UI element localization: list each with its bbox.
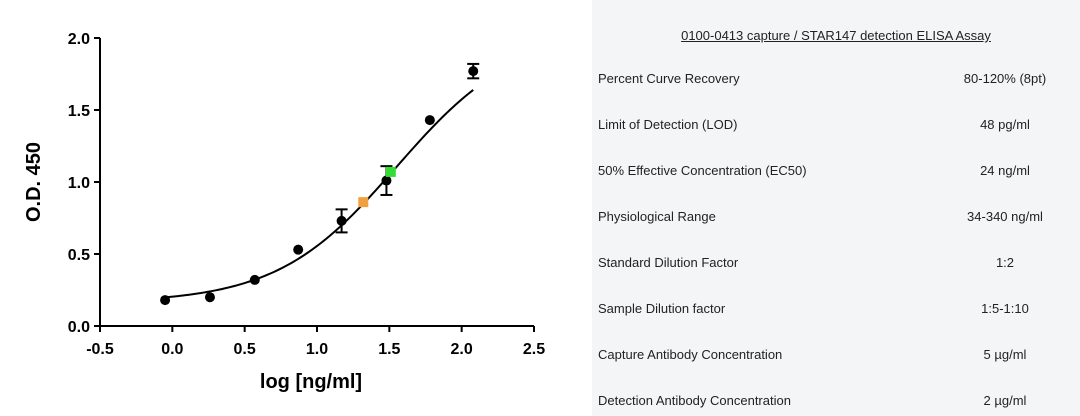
sample-point	[385, 166, 396, 177]
table-row: Capture Antibody Concentration 5 µg/ml	[592, 347, 1080, 367]
row-label: 50% Effective Concentration (EC50)	[598, 163, 807, 178]
row-value: 34-340 ng/ml	[967, 209, 1043, 224]
fitted-curve	[165, 89, 474, 299]
data-point	[249, 274, 260, 285]
chart-panel: 0.0 0.5 1.0 1.5 2.0 -0.5 0.0 0.5 1.0 1.5 2.0 2.5 log…	[23, 31, 545, 393]
y-tick-label: 1.0	[68, 175, 90, 192]
table-row: Detection Antibody Concentration 2 µg/ml	[592, 393, 1080, 413]
table-row: Standard Dilution Factor 1:2	[592, 255, 1080, 275]
row-value: 5 µg/ml	[983, 347, 1027, 362]
row-value: 80-120% (8pt)	[963, 71, 1047, 86]
data-point	[204, 292, 215, 303]
row-label: Limit of Detection (LOD)	[598, 117, 738, 132]
data-point	[381, 175, 392, 186]
data-point	[424, 115, 435, 126]
y-axis-label: O.D. 450	[23, 142, 45, 222]
table-row: Physiological Range 34-340 ng/ml	[592, 209, 1080, 229]
data-point	[336, 215, 347, 226]
row-value: 1:5-1:10	[981, 301, 1029, 316]
elisa-standard-curve-chart: 0.0 0.5 1.0 1.5 2.0 -0.5 0.0 0.5 1.0 1.5 2.0 2.5 log…	[23, 31, 545, 393]
assay-table-title: 0100-0413 capture / STAR147 detection EL…	[681, 28, 991, 43]
row-label: Physiological Range	[598, 209, 716, 224]
row-value: 2 µg/ml	[983, 393, 1027, 408]
x-axis-label: log [ng/ml]	[260, 371, 362, 393]
x-tick-label: 2.0	[451, 341, 473, 358]
y-tick-label: 0.5	[68, 247, 90, 264]
table-row: Percent Curve Recovery 80-120% (8pt)	[592, 71, 1080, 91]
x-tick-label: 1.0	[306, 341, 328, 358]
x-tick-label: 0.5	[234, 341, 256, 358]
table-row: Sample Dilution factor 1:5-1:10	[592, 301, 1080, 321]
data-point	[468, 66, 479, 77]
x-tick-label: 0.0	[161, 341, 183, 358]
y-tick-label: 2.0	[68, 31, 90, 48]
row-value: 24 ng/ml	[980, 163, 1030, 178]
data-point	[293, 244, 304, 255]
y-tick-label: 1.5	[68, 103, 90, 120]
table-row: Limit of Detection (LOD) 48 pg/ml	[592, 117, 1080, 137]
row-value: 48 pg/ml	[980, 117, 1030, 132]
x-tick-label: 2.5	[523, 341, 545, 358]
assay-info-panel: 0100-0413 capture / STAR147 detection EL…	[592, 0, 1080, 416]
row-label: Detection Antibody Concentration	[598, 393, 791, 408]
data-point	[160, 295, 171, 306]
sample-point	[358, 197, 369, 208]
y-tick-label: 0.0	[68, 319, 90, 336]
row-label: Standard Dilution Factor	[598, 255, 739, 270]
x-tick-label: 1.5	[378, 341, 400, 358]
row-label: Capture Antibody Concentration	[598, 347, 783, 362]
row-label: Sample Dilution factor	[598, 301, 726, 316]
row-value: 1:2	[995, 255, 1015, 270]
table-row: 50% Effective Concentration (EC50) 24 ng…	[592, 163, 1080, 183]
row-label: Percent Curve Recovery	[598, 71, 740, 86]
x-tick-label: -0.5	[86, 341, 114, 358]
